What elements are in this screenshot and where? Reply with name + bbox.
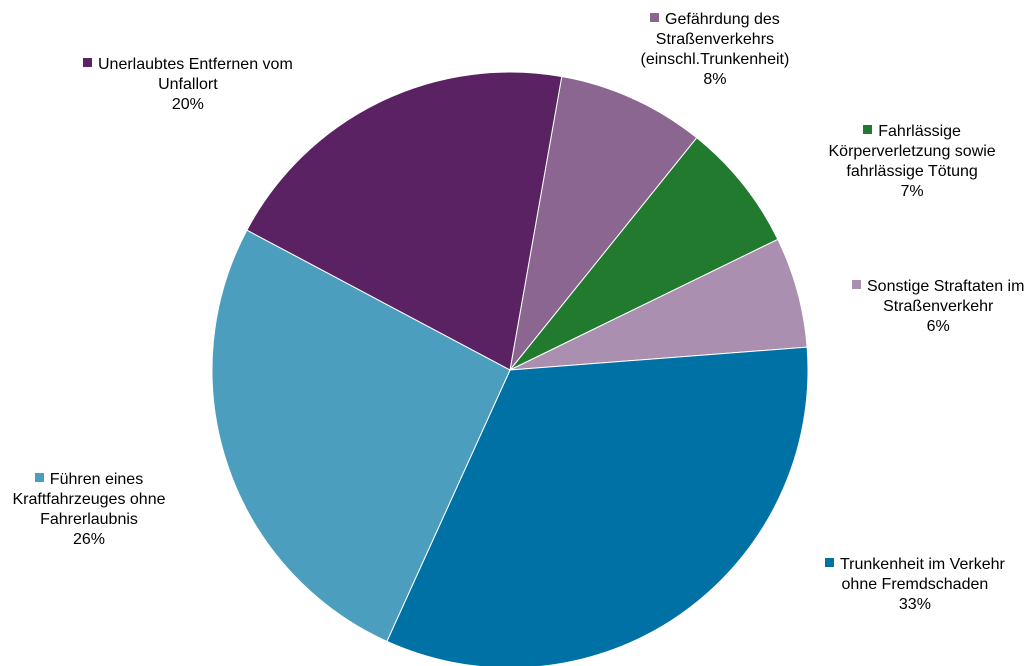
legend-swatch-2 (863, 125, 872, 134)
slice-label-text: Unerlaubtes Entfernen vom (98, 56, 293, 73)
slice-label-text: Trunkenheit im Verkehr (840, 556, 1005, 573)
slice-value-label: 7% (829, 182, 996, 202)
slice-label-text: ohne Fremdschaden (842, 576, 989, 593)
slice-label-text: Straßenverkehrs (656, 31, 774, 48)
slice-value-label: 8% (641, 70, 790, 90)
legend-swatch-1 (650, 13, 659, 22)
slice-label-text: Gefährdung des (665, 11, 780, 28)
slice-label-2: Fahrlässige Körperverletzung sowie fahrläs… (829, 122, 996, 202)
legend-swatch-4 (825, 558, 834, 567)
slice-label-text: Kraftfahrzeuges ohne (13, 491, 166, 508)
slice-label-5: Führen eines Kraftfahrzeuges ohne Fahrerla… (13, 470, 166, 550)
slice-label-text: Straßenverkehr (883, 298, 993, 315)
slice-label-6: Unerlaubtes Entfernen vom Unfallort 20% (83, 55, 293, 115)
slice-label-text: Fahrerlaubnis (40, 511, 138, 528)
slice-label-text: Fahrlässige (878, 123, 961, 140)
slice-label-4: Trunkenheit im Verkehr ohne Fremdschaden 3… (825, 555, 1005, 615)
slice-label-3: Sonstige Straftaten im Straßenverkehr 6% (852, 277, 1024, 337)
pie-slices (212, 72, 808, 666)
slice-value-label: 26% (13, 530, 166, 550)
slice-value-label: 33% (825, 595, 1005, 615)
legend-swatch-3 (852, 280, 861, 289)
slice-label-text: (einschl.Trunkenheit) (641, 51, 790, 68)
slice-label-text: fahrlässige Tötung (846, 163, 977, 180)
slice-value-label: 20% (83, 95, 293, 115)
slice-label-text: Führen eines (50, 471, 143, 488)
slice-label-1: Gefährdung des Straßenverkehrs (einschl.Tr… (641, 10, 790, 90)
slice-label-text: Körperverletzung sowie (829, 143, 996, 160)
legend-swatch-5 (35, 473, 44, 482)
slice-label-text: Unfallort (158, 76, 218, 93)
slice-value-label: 6% (852, 317, 1024, 337)
slice-label-text: Sonstige Straftaten im (867, 278, 1024, 295)
legend-swatch-6 (83, 58, 92, 67)
